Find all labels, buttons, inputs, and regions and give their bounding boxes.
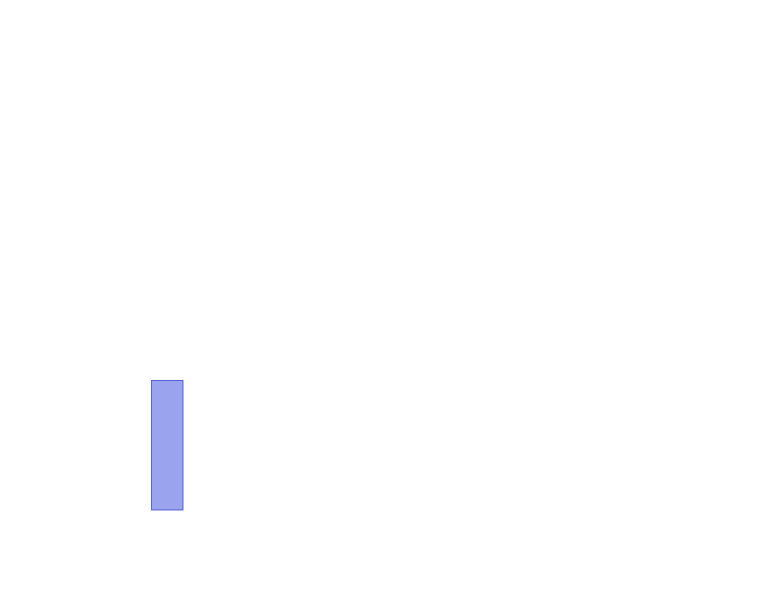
bar-chart bbox=[0, 0, 779, 597]
chart-container bbox=[0, 0, 779, 597]
bar bbox=[152, 380, 184, 510]
